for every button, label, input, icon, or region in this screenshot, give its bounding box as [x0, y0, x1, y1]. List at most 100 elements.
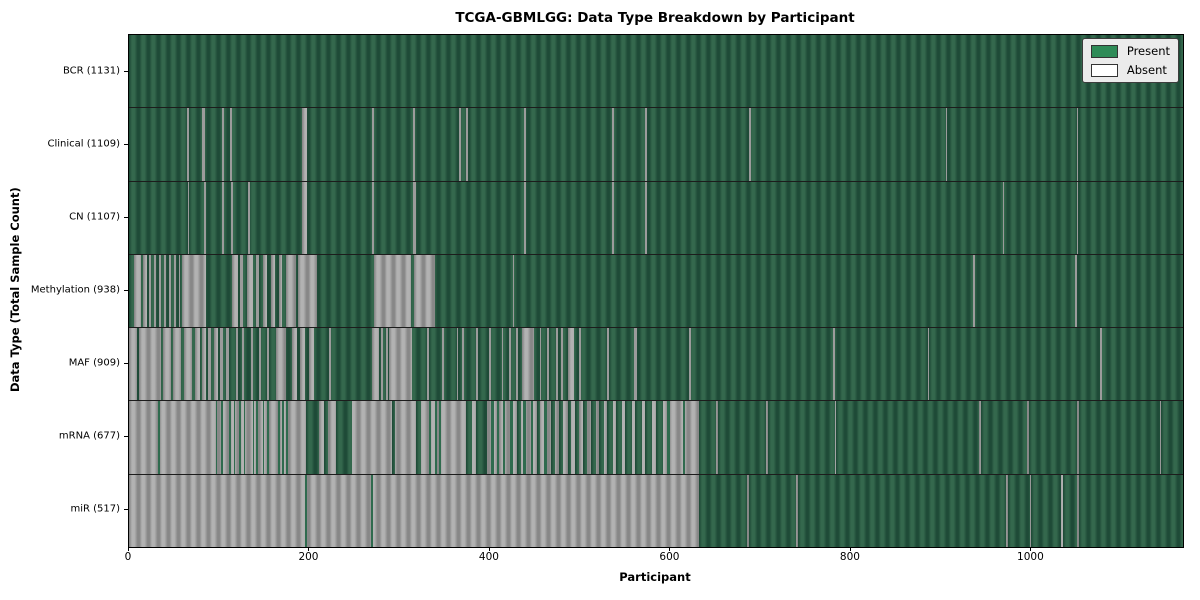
- absent-segment: [567, 328, 574, 401]
- y-tick-mark: [124, 436, 128, 438]
- row-miR: [129, 473, 1183, 547]
- present-segment: [286, 401, 288, 474]
- absent-segment: [270, 254, 276, 328]
- y-tick-mark: [124, 509, 128, 511]
- x-tick-label: 1000: [1017, 551, 1044, 563]
- present-segment: [517, 401, 521, 474]
- absent-segment: [213, 328, 219, 401]
- present-segment: [582, 401, 588, 474]
- y-tick-labels: BCR (1131) Clinical (1109) CN (1107) Methyl…: [0, 34, 120, 546]
- absent-segment: [173, 328, 182, 401]
- present-segment: [256, 401, 259, 474]
- absent-segment: [276, 328, 286, 401]
- present-segment: [391, 401, 396, 474]
- absent-segment: [241, 328, 244, 401]
- absent-segment: [689, 328, 692, 401]
- absent-segment: [386, 328, 388, 401]
- absent-segment: [138, 328, 161, 401]
- present-segment: [252, 401, 255, 474]
- absent-segment: [302, 108, 307, 181]
- absent-segment: [371, 108, 374, 181]
- x-tick-label: 400: [478, 551, 499, 563]
- absent-segment: [1099, 328, 1102, 401]
- absent-segment: [1002, 181, 1005, 254]
- present-segment: [635, 401, 642, 474]
- absent-segment: [194, 328, 201, 401]
- row-CN: [129, 180, 1183, 254]
- absent-segment: [945, 108, 948, 181]
- absent-segment: [476, 328, 479, 401]
- absent-segment: [927, 328, 930, 401]
- present-segment: [233, 401, 236, 474]
- present-segment: [215, 401, 218, 474]
- row-BCR: [129, 35, 1183, 108]
- present-segment: [536, 401, 541, 474]
- absent-segment: [579, 328, 582, 401]
- absent-segment: [413, 108, 416, 181]
- y-tick-label: Clinical (1109): [47, 138, 121, 150]
- absent-segment: [258, 328, 261, 401]
- present-segment: [415, 401, 422, 474]
- absent-segment: [184, 328, 193, 401]
- present-segment: [157, 401, 160, 474]
- absent-segment: [174, 254, 176, 328]
- absent-segment: [226, 328, 230, 401]
- present-segment: [243, 401, 246, 474]
- y-tick-mark: [124, 70, 128, 72]
- present-segment: [509, 401, 513, 474]
- present-segment: [439, 401, 442, 474]
- present-segment: [767, 401, 835, 474]
- present-segment: [370, 474, 373, 547]
- present-segment: [262, 401, 265, 474]
- absent-segment: [134, 254, 141, 328]
- present-segment: [1079, 401, 1160, 474]
- y-tick-mark: [124, 143, 128, 145]
- present-segment: [239, 401, 241, 474]
- absent-segment: [522, 328, 535, 401]
- absent-segment: [256, 254, 259, 328]
- present-segment: [656, 401, 664, 474]
- absent-segment: [202, 328, 206, 401]
- present-segment: [323, 401, 328, 474]
- present-segment: [551, 401, 555, 474]
- absent-segment: [263, 254, 268, 328]
- absent-segment: [972, 254, 975, 328]
- absent-segment: [607, 328, 610, 401]
- absent-segment: [645, 181, 647, 254]
- present-segment: [434, 401, 437, 474]
- present-segment: [530, 401, 534, 474]
- present-segment: [502, 401, 506, 474]
- absent-segment: [524, 181, 527, 254]
- plot-area: [128, 34, 1184, 548]
- x-axis-label: Participant: [619, 570, 691, 584]
- absent-segment: [426, 328, 429, 401]
- absent-segment: [561, 328, 564, 401]
- absent-segment: [267, 328, 269, 401]
- absent-segment: [832, 328, 835, 401]
- present-segment: [980, 401, 1027, 474]
- present-segment: [305, 401, 320, 474]
- absent-segment: [1076, 108, 1079, 181]
- x-tick-mark: [669, 547, 671, 551]
- y-tick-label: BCR (1131): [62, 65, 120, 77]
- x-tick-mark: [488, 547, 490, 551]
- present-segment: [277, 401, 280, 474]
- present-segment: [559, 401, 564, 474]
- present-segment: [591, 401, 596, 474]
- absent-segment: [250, 328, 253, 401]
- present-segment: [699, 474, 748, 547]
- absent-segment: [220, 328, 223, 401]
- present-segment: [1028, 401, 1077, 474]
- present-segment: [1079, 474, 1183, 547]
- absent-segment: [1076, 181, 1079, 254]
- absent-segment: [164, 254, 166, 328]
- absent-segment: [154, 254, 157, 328]
- absent-segment: [286, 254, 296, 328]
- row-mRNA: [129, 400, 1183, 474]
- absent-segment: [501, 328, 504, 401]
- x-tick-label: 800: [839, 551, 860, 563]
- row-MAF: [129, 327, 1183, 401]
- present-segment: [836, 401, 980, 474]
- absent-segment: [524, 108, 527, 181]
- absent-segment: [539, 328, 542, 401]
